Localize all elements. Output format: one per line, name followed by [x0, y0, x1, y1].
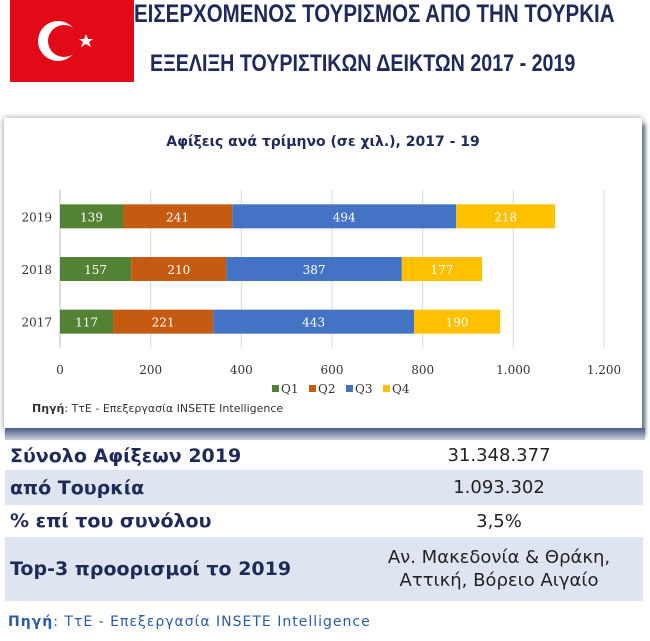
- x-tick-label: 0: [56, 363, 64, 377]
- bar-segment-q3: [232, 204, 457, 229]
- bar-segment-q4: [456, 204, 556, 229]
- y-tick-label: 2017: [21, 316, 52, 330]
- data-label: 218: [494, 210, 517, 224]
- data-label: 443: [302, 316, 325, 330]
- chart-source: Πηγή: ΤτΕ - Επεξεργασία INSETE Intellige…: [32, 402, 284, 415]
- x-tick-label: 1.000: [496, 363, 530, 377]
- x-tick-label: 600: [321, 363, 344, 377]
- page-subtitle: ΕΞΕΛΙΞΗ ΤΟΥΡΙΣΤΙΚΩΝ ΔΕΙΚΤΩΝ 2017 - 2019: [150, 50, 576, 77]
- turkey-flag: [10, 0, 134, 82]
- bar-segment-q2: [113, 309, 214, 334]
- bar-segment-q1: [60, 309, 114, 334]
- data-label: 139: [80, 210, 103, 224]
- table-row: Top-3 προορισμοί το 2019 Αν. Μακεδονία & …: [5, 537, 643, 601]
- chart-panel: Αφίξεις ανά τρίμηνο (σε χιλ.), 2017 - 19…: [4, 118, 642, 430]
- data-label: 210: [167, 263, 190, 277]
- legend-swatch: [346, 385, 353, 392]
- legend-label: Q1: [281, 382, 298, 396]
- table-row: % επί του συνόλου 3,5%: [10, 510, 522, 532]
- source-note: Πηγή: ΤτΕ - Επεξεργασία INSETE Intellige…: [8, 614, 371, 630]
- bar-segment-q4: [401, 257, 483, 281]
- page-title: ΕΙΣΕΡΧΟΜΕΝΟΣ ΤΟΥΡΙΣΜΟΣ ΑΠΟ ΤΗΝ ΤΟΥΡΚΙΑ: [134, 0, 615, 28]
- legend-swatch: [272, 385, 279, 392]
- y-tick-label: 2018: [21, 263, 52, 277]
- summary-table: Σύνολο Αφίξεων 2019 31.348.377 από Τουρκί…: [5, 441, 643, 601]
- bar-segment-q3: [226, 257, 402, 281]
- x-tick-label: 1.200: [587, 363, 621, 377]
- legend-label: Q2: [318, 382, 335, 396]
- data-label: 117: [75, 316, 98, 330]
- data-label: 387: [303, 263, 326, 277]
- y-tick-label: 2019: [21, 210, 52, 224]
- crescent-star-icon: [38, 21, 93, 61]
- legend-label: Q4: [392, 382, 410, 396]
- data-label: 221: [152, 316, 175, 330]
- stacked-bar-chart: 0 200 400 600 800 1.000 1.200 2019 139 241 494 218 2…: [21, 190, 621, 396]
- table-row: από Τουρκία 1.093.302: [5, 470, 643, 505]
- data-label: 190: [446, 316, 469, 330]
- x-tick-label: 800: [411, 363, 434, 377]
- x-tick-label: 400: [230, 363, 253, 377]
- bar-segment-q4: [414, 309, 501, 334]
- data-label: 177: [430, 263, 453, 277]
- legend-label: Q3: [355, 382, 372, 396]
- bar-segment-q1: [60, 204, 124, 229]
- bar-segment-q1: [60, 257, 132, 281]
- data-label: 241: [166, 210, 189, 224]
- legend-swatch: [309, 385, 316, 392]
- bar-segment-q2: [131, 257, 227, 281]
- table-row: Σύνολο Αφίξεων 2019 31.348.377: [10, 444, 551, 467]
- data-label: 494: [333, 210, 356, 224]
- chart-title: Αφίξεις ανά τρίμηνο (σε χιλ.), 2017 - 19: [166, 134, 480, 150]
- bar-segment-q3: [213, 309, 415, 334]
- data-label: 157: [84, 263, 107, 277]
- legend-swatch: [383, 385, 390, 392]
- divider-bar: [5, 428, 645, 440]
- x-tick-label: 200: [139, 363, 162, 377]
- bar-segment-q2: [123, 204, 233, 229]
